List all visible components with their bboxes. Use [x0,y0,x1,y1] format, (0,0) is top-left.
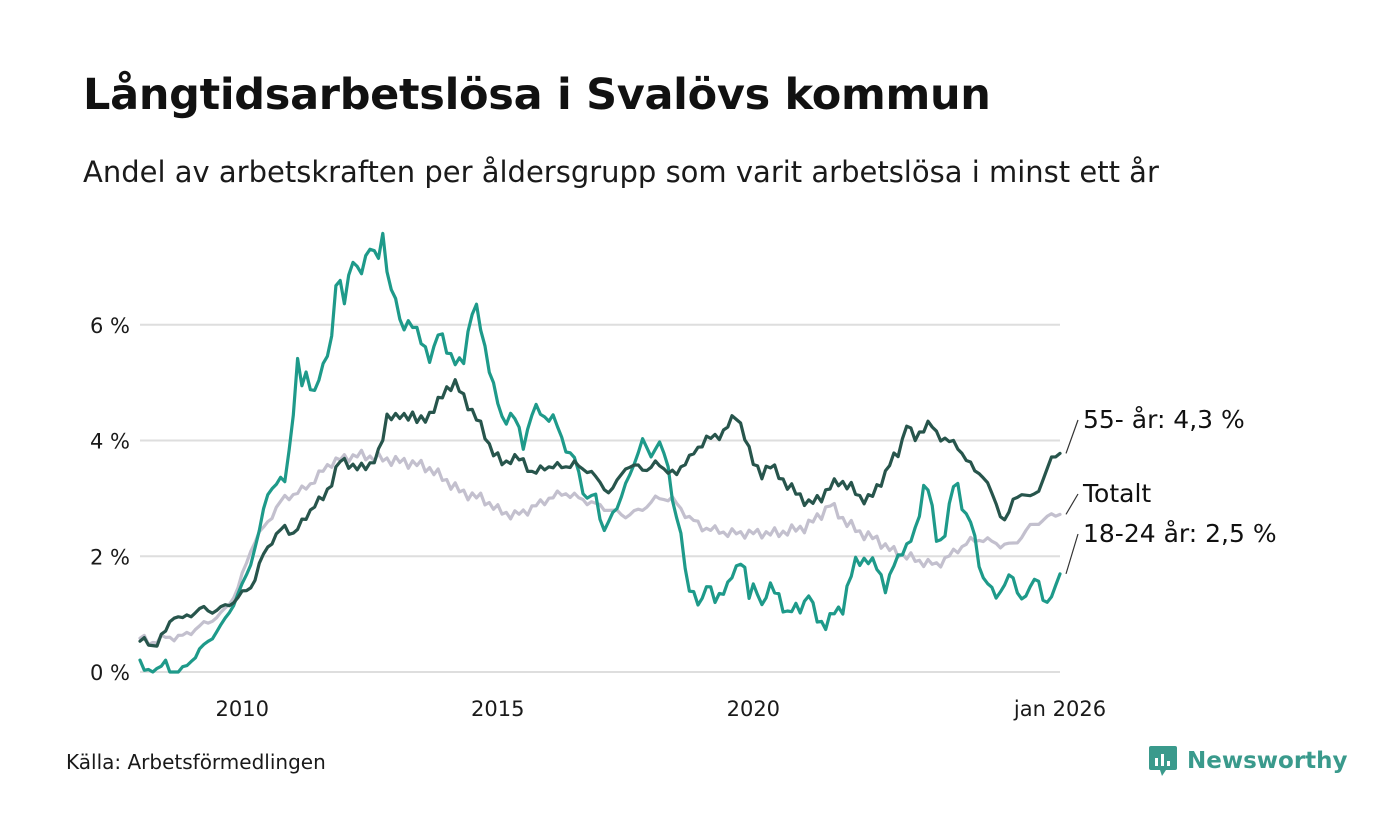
end-label-leader [1065,493,1079,515]
end-label-leader [1065,419,1079,454]
y-tick-label: 4 % [90,430,130,454]
series-line-totalt [138,448,1062,647]
x-tick-label: 2015 [471,697,524,721]
x-tick-label: 2010 [215,697,268,721]
series-line-55-r [138,378,1062,648]
chart-title: Långtidsarbetslösa i Svalövs kommun [83,70,991,120]
x-axis: 2010 2015 2020 jan 2026 [215,697,1106,721]
source-note: Källa: Arbetsförmedlingen [66,750,326,774]
brand-logo: Newsworthy [1148,744,1348,778]
newsworthy-icon [1149,746,1177,776]
end-label-leader [1065,533,1079,575]
series-end-label: Totalt [1082,479,1151,508]
x-tick-label: jan 2026 [1013,697,1106,721]
series-line-18-24-r [138,231,1062,674]
series-end-labels: Totalt 18-24 år: 2,5 % 55- år: 4,3 % [1065,405,1277,575]
y-axis: 0 % 2 % 4 % 6 % [90,314,130,685]
x-tick-label: 2020 [727,697,780,721]
y-tick-label: 6 % [90,314,130,338]
series-lines [138,231,1062,674]
chart-subtitle: Andel av arbetskraften per åldersgrupp s… [83,155,1159,189]
y-tick-label: 2 % [90,545,130,569]
brand-name: Newsworthy [1187,748,1348,774]
series-end-label: 18-24 år: 2,5 % [1083,519,1277,548]
series-end-label: 55- år: 4,3 % [1083,405,1245,434]
y-tick-label: 0 % [90,661,130,685]
